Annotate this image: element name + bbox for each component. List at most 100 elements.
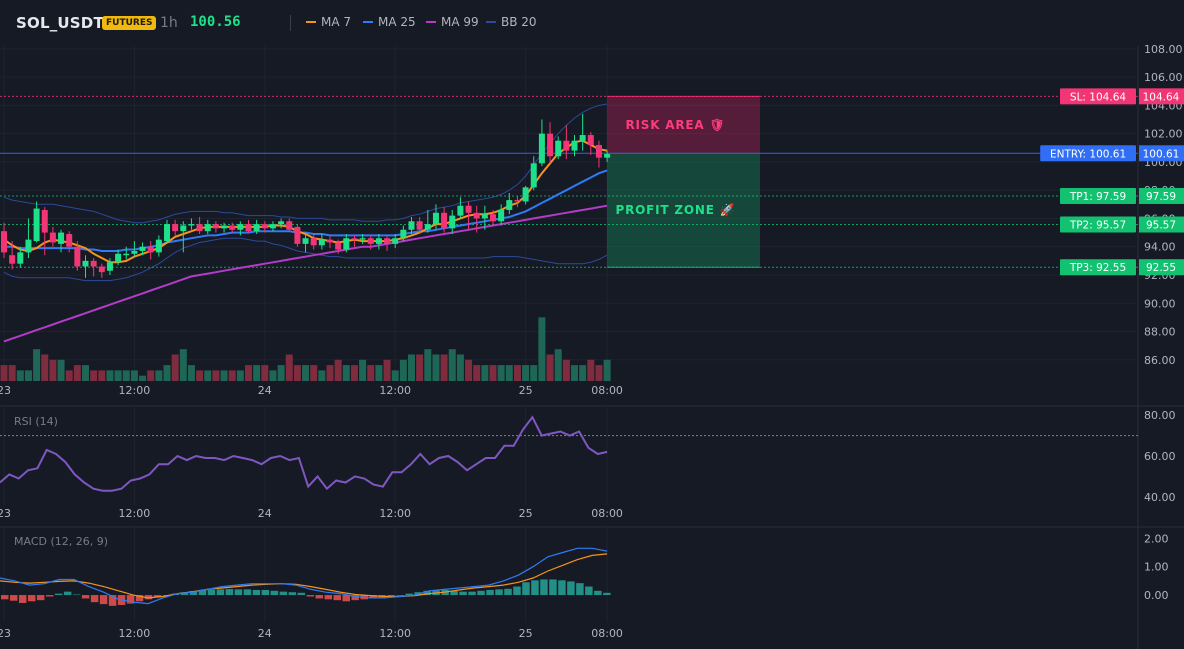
level-tag-label: TP3: 92.55: [1069, 262, 1126, 274]
volume-bar: [41, 354, 49, 381]
volume-bar: [579, 365, 587, 381]
level-tag: [1060, 187, 1136, 204]
macd-histogram-bar: [234, 589, 243, 596]
timeframe-label[interactable]: 1h: [160, 15, 178, 31]
volume-bar: [212, 370, 220, 381]
candle-body: [408, 221, 415, 230]
volume-bar: [562, 359, 570, 381]
macd-histogram-bar: [90, 595, 99, 603]
macd-histogram-bar: [72, 594, 81, 596]
y-tick-label: 1.00: [1144, 561, 1169, 574]
y-tick-label: 60.00: [1144, 450, 1176, 463]
zone-box: [607, 153, 760, 268]
macd-histogram-bar: [108, 595, 117, 606]
volume-bar: [391, 370, 399, 381]
candle-body: [359, 238, 366, 240]
volume-bar: [139, 375, 147, 381]
volume-bar: [171, 354, 179, 381]
macd-histogram-bar: [261, 589, 270, 596]
candle-body: [155, 239, 162, 253]
candle-body: [278, 221, 285, 225]
candle-body: [188, 224, 195, 226]
candle-body: [335, 242, 342, 250]
legend-swatch: [486, 21, 496, 23]
macd-histogram-bar: [486, 589, 494, 596]
candle-body: [547, 133, 554, 157]
candle-body: [58, 232, 65, 244]
legend-ma99[interactable]: MA 99: [426, 15, 479, 29]
x-tick-label: 25: [519, 627, 533, 640]
volume-bar: [24, 370, 32, 381]
volume-bar: [155, 370, 163, 381]
volume-bar: [416, 354, 424, 381]
candle-body: [416, 221, 423, 230]
macd-histogram-bar: [522, 582, 530, 596]
candle-body: [131, 250, 138, 254]
y-tick-label: 2.00: [1144, 532, 1169, 545]
x-tick-label: 24: [258, 627, 272, 640]
volume-bar: [399, 359, 407, 381]
candle-body: [196, 224, 203, 232]
volume-bar: [318, 370, 326, 381]
candle-body: [490, 214, 496, 222]
candle-body: [538, 133, 545, 164]
macd-histogram-bar: [126, 595, 135, 604]
macd-histogram-bar: [495, 589, 503, 596]
macd-histogram-bar: [558, 580, 566, 596]
volume-bar: [432, 354, 440, 381]
candle-body: [294, 226, 301, 244]
volume-bar: [245, 365, 252, 381]
macd-histogram-bar: [36, 595, 45, 601]
macd-histogram-bar: [567, 581, 575, 596]
macd-histogram-bar: [333, 595, 341, 601]
volume-bar: [90, 370, 98, 381]
volume-bar: [448, 349, 456, 381]
x-tick-label: 23: [0, 507, 11, 520]
header-divider: [290, 15, 291, 31]
candle-body: [400, 229, 407, 239]
candle-body: [180, 225, 187, 232]
macd-histogram-bar: [576, 583, 584, 596]
macd-histogram-bar: [180, 592, 189, 596]
bb-upper-line: [3, 103, 608, 224]
volume-bar: [16, 370, 24, 381]
candle-body: [375, 238, 382, 244]
macd-line: [0, 547, 608, 605]
volume-bar: [350, 365, 358, 381]
candle-body: [66, 233, 73, 247]
candle-body: [514, 200, 521, 202]
volume-bar: [497, 365, 505, 381]
legend-swatch: [426, 21, 436, 23]
candle-body: [204, 224, 211, 232]
candle-body: [506, 200, 513, 210]
candle-body: [587, 135, 594, 145]
y-tick-label: 90.00: [1144, 297, 1176, 310]
candle-body: [98, 266, 105, 273]
legend-swatch: [363, 21, 373, 23]
candle-body: [424, 224, 431, 230]
macd-histogram-bar: [540, 579, 548, 596]
legend-ma7[interactable]: MA 7: [306, 15, 351, 29]
y-tick-label: 40.00: [1144, 491, 1176, 504]
volume-bar: [236, 370, 244, 381]
zone-label: RISK AREA 🛡: [625, 118, 725, 132]
candle-body: [465, 205, 472, 213]
x-tick-label: 08:00: [591, 627, 623, 640]
macd-histogram-bar: [396, 595, 404, 596]
y-tick-label: 94.00: [1144, 241, 1176, 254]
macd-histogram-bar: [99, 595, 108, 605]
legend-bb20[interactable]: BB 20: [486, 15, 537, 29]
macd-histogram-bar: [207, 589, 216, 596]
symbol-name[interactable]: SOL_USDT: [16, 14, 104, 32]
legend-ma25[interactable]: MA 25: [363, 15, 416, 29]
volume-bar: [342, 365, 350, 381]
macd-histogram-bar: [351, 595, 359, 601]
rsi-line: [0, 415, 608, 492]
macd-histogram-bar: [315, 595, 324, 599]
y-tick-label: 0.00: [1144, 589, 1169, 602]
volume-bar: [220, 370, 228, 381]
volume-bar: [163, 365, 171, 381]
macd-title: MACD (12, 26, 9): [14, 535, 108, 548]
candle-body: [229, 225, 236, 230]
